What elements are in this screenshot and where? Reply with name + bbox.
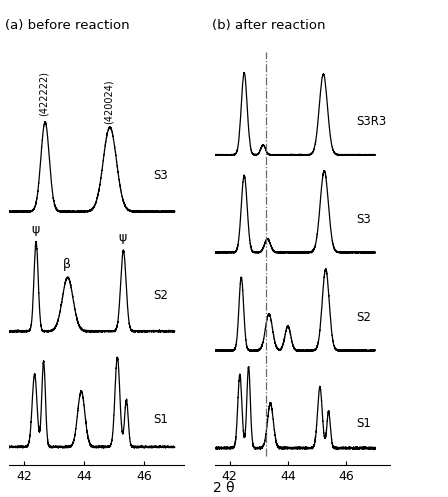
Text: S3: S3 — [356, 213, 371, 226]
Text: ψ: ψ — [31, 223, 39, 236]
Text: (422222): (422222) — [39, 71, 48, 116]
Text: S1: S1 — [356, 416, 371, 430]
Text: S2: S2 — [356, 311, 371, 324]
Text: (a) before reaction: (a) before reaction — [5, 19, 130, 32]
Text: ψ: ψ — [119, 231, 127, 244]
Text: S3R3: S3R3 — [356, 115, 387, 128]
Text: S2: S2 — [154, 289, 168, 302]
Text: S3: S3 — [154, 169, 168, 182]
Text: 2 θ: 2 θ — [213, 481, 235, 495]
Text: (b) after reaction: (b) after reaction — [211, 19, 325, 32]
Text: S1: S1 — [154, 413, 168, 426]
Text: (420024): (420024) — [104, 80, 114, 124]
Text: β: β — [63, 257, 71, 270]
